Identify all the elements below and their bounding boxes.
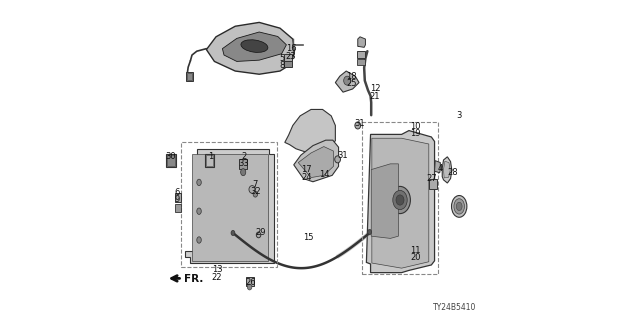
Text: 6: 6 xyxy=(174,188,179,197)
Ellipse shape xyxy=(390,186,410,214)
Ellipse shape xyxy=(344,76,351,85)
Polygon shape xyxy=(294,140,339,182)
Ellipse shape xyxy=(367,229,372,235)
Text: 1: 1 xyxy=(208,152,213,161)
Ellipse shape xyxy=(241,169,246,176)
Ellipse shape xyxy=(393,190,407,210)
Text: 14: 14 xyxy=(319,170,330,179)
Text: 16: 16 xyxy=(286,44,296,53)
Bar xyxy=(362,122,438,274)
Ellipse shape xyxy=(241,40,268,52)
Ellipse shape xyxy=(253,191,258,197)
Polygon shape xyxy=(442,157,452,183)
Text: 7: 7 xyxy=(253,180,258,189)
Bar xyxy=(206,155,214,166)
Bar xyxy=(357,59,365,65)
Text: 31: 31 xyxy=(338,151,348,160)
Text: 19: 19 xyxy=(410,129,420,138)
Text: 5: 5 xyxy=(280,54,285,63)
Polygon shape xyxy=(223,32,287,61)
Text: 4: 4 xyxy=(437,164,443,173)
Bar xyxy=(175,193,181,202)
Text: 12: 12 xyxy=(370,84,380,93)
Text: 21: 21 xyxy=(370,92,380,101)
Text: 10: 10 xyxy=(410,122,420,131)
Text: 18: 18 xyxy=(346,72,356,81)
Text: 33: 33 xyxy=(239,159,249,168)
Polygon shape xyxy=(435,161,440,173)
Text: FR.: FR. xyxy=(184,274,204,284)
Bar xyxy=(205,154,214,167)
Text: 8: 8 xyxy=(280,61,285,70)
Text: 23: 23 xyxy=(286,52,296,61)
Bar xyxy=(166,154,176,167)
Text: 32: 32 xyxy=(250,188,260,196)
Ellipse shape xyxy=(452,196,467,217)
Polygon shape xyxy=(192,154,268,261)
Ellipse shape xyxy=(454,199,465,214)
Text: 28: 28 xyxy=(447,168,458,177)
Polygon shape xyxy=(371,164,398,238)
Ellipse shape xyxy=(197,208,201,214)
Ellipse shape xyxy=(256,232,261,238)
Text: 30: 30 xyxy=(165,152,175,161)
Text: TY24B5410: TY24B5410 xyxy=(433,303,477,312)
Bar xyxy=(181,142,277,267)
Ellipse shape xyxy=(396,195,404,205)
Polygon shape xyxy=(358,37,365,47)
Ellipse shape xyxy=(355,122,361,129)
Text: 25: 25 xyxy=(346,79,356,88)
Bar xyxy=(429,179,437,189)
Polygon shape xyxy=(298,147,333,178)
Bar xyxy=(239,159,247,169)
Text: 22: 22 xyxy=(212,273,222,282)
Bar xyxy=(284,54,292,61)
Polygon shape xyxy=(206,22,294,74)
Text: 2: 2 xyxy=(241,152,246,161)
Bar xyxy=(186,72,193,81)
Ellipse shape xyxy=(197,237,201,243)
Polygon shape xyxy=(366,131,435,273)
Polygon shape xyxy=(335,71,359,92)
Text: 29: 29 xyxy=(255,228,266,237)
Bar xyxy=(175,204,181,212)
Ellipse shape xyxy=(231,230,235,236)
Bar xyxy=(284,61,292,67)
Text: 26: 26 xyxy=(245,278,255,287)
Ellipse shape xyxy=(456,202,462,211)
Bar xyxy=(187,73,192,80)
Text: 9: 9 xyxy=(174,195,179,204)
Text: 3: 3 xyxy=(456,111,462,120)
Ellipse shape xyxy=(335,156,340,163)
Ellipse shape xyxy=(248,284,252,290)
Polygon shape xyxy=(444,161,451,178)
Text: 13: 13 xyxy=(212,265,222,274)
Text: 17: 17 xyxy=(301,165,312,174)
Polygon shape xyxy=(285,109,335,152)
Bar xyxy=(357,51,365,58)
Bar xyxy=(246,277,253,286)
Polygon shape xyxy=(372,138,429,268)
Polygon shape xyxy=(185,149,274,263)
Text: 11: 11 xyxy=(410,246,420,255)
Ellipse shape xyxy=(249,186,255,193)
Text: 31: 31 xyxy=(355,119,365,128)
Text: 24: 24 xyxy=(301,173,312,182)
Text: 20: 20 xyxy=(410,253,420,262)
Text: 15: 15 xyxy=(303,233,314,242)
Text: 27: 27 xyxy=(426,174,436,183)
Ellipse shape xyxy=(197,179,201,186)
Bar xyxy=(168,155,175,166)
